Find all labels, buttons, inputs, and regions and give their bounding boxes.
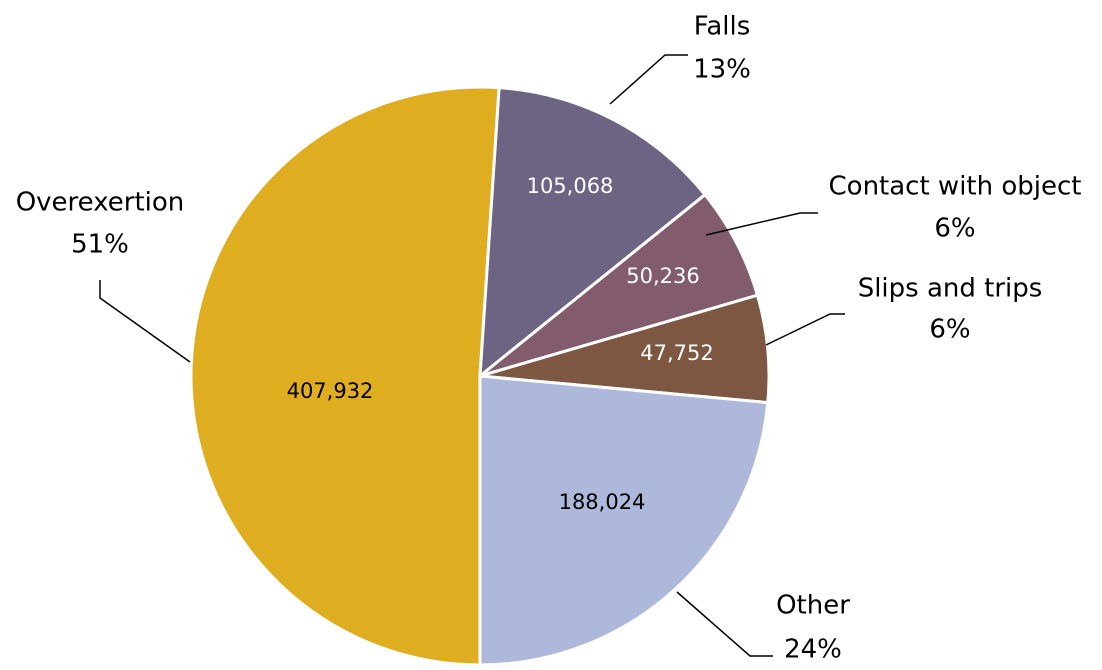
pie-slice: [479, 192, 760, 378]
category-label: Contact with object: [829, 172, 1082, 202]
leader-line: [705, 212, 818, 236]
leader-line: [676, 591, 773, 657]
value-label: 188,024: [559, 490, 646, 514]
percent-label: 51%: [71, 230, 129, 260]
leader-line: [765, 313, 845, 346]
percent-label: 6%: [934, 214, 975, 244]
percent-label: 6%: [929, 315, 970, 345]
category-label: Falls: [694, 12, 751, 42]
percent-label: 13%: [693, 55, 751, 85]
category-label: Slips and trips: [858, 274, 1043, 304]
value-label: 407,932: [287, 379, 374, 403]
category-label: Other: [776, 591, 850, 621]
value-label: 105,068: [527, 174, 614, 198]
pie-slice: [189, 85, 501, 667]
leader-line: [609, 54, 688, 105]
value-label: 50,236: [626, 264, 699, 288]
pie-slice: [478, 374, 770, 667]
leader-line: [99, 280, 191, 363]
pie-slice: [478, 86, 708, 380]
value-label: 47,752: [640, 341, 713, 365]
category-label: Overexertion: [16, 188, 185, 218]
percent-label: 24%: [784, 635, 842, 665]
